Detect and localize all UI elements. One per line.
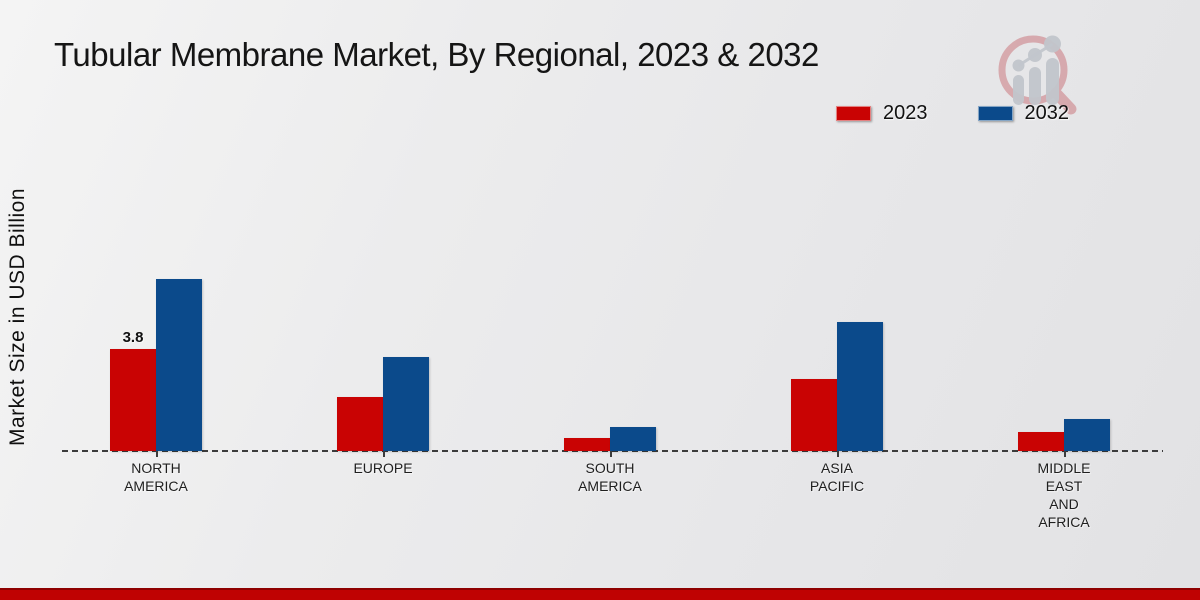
- x-category-label-europe: EUROPE: [353, 460, 413, 476]
- brand-logo-watermark-icon: [998, 35, 1077, 115]
- chart-title: Tubular Membrane Market, By Regional, 20…: [54, 36, 819, 73]
- x-tick-north-america: [156, 451, 158, 457]
- bar-2023-north-america: [110, 349, 156, 451]
- legend-item-2032: 2032: [977, 102, 1070, 125]
- legend-label-2032: 2032: [1024, 102, 1070, 124]
- x-category-label-asia-pacific: ASIA PACIFIC: [809, 460, 865, 494]
- legend: 2023 2032: [836, 102, 1069, 125]
- x-category-label-south-america: SOUTH AMERICA: [578, 460, 642, 494]
- legend-item-2023: 2023: [836, 102, 928, 125]
- bar-2023-europe: [337, 397, 383, 451]
- x-tick-europe: [383, 451, 385, 457]
- bar-2032-north-america: [156, 279, 202, 451]
- bar-2023-middle-east-and-africa: [1018, 432, 1064, 451]
- x-category-label-middle-east-and-africa: MIDDLE EAST AND AFRICA: [1037, 460, 1091, 530]
- legend-swatch-2032-icon: [977, 106, 1013, 121]
- bar-2032-europe: [383, 357, 429, 451]
- x-tick-south-america: [610, 451, 612, 457]
- x-category-label-north-america: NORTH AMERICA: [124, 460, 188, 494]
- x-tick-asia-pacific: [837, 451, 839, 457]
- bar-2023-south-america: [564, 438, 610, 451]
- bar-2023-asia-pacific: [791, 379, 837, 451]
- x-tick-middle-east-and-africa: [1064, 451, 1066, 457]
- bar-2032-south-america: [610, 427, 656, 451]
- bar-2032-asia-pacific: [837, 322, 883, 451]
- footer-brand-stripe: [0, 588, 1200, 600]
- x-axis-baseline: [62, 450, 1163, 452]
- legend-swatch-2023-icon: [836, 106, 871, 121]
- bar-2032-middle-east-and-africa: [1064, 419, 1110, 451]
- legend-label-2023: 2023: [883, 102, 928, 124]
- data-label-2023-north-america: 3.8: [122, 329, 144, 346]
